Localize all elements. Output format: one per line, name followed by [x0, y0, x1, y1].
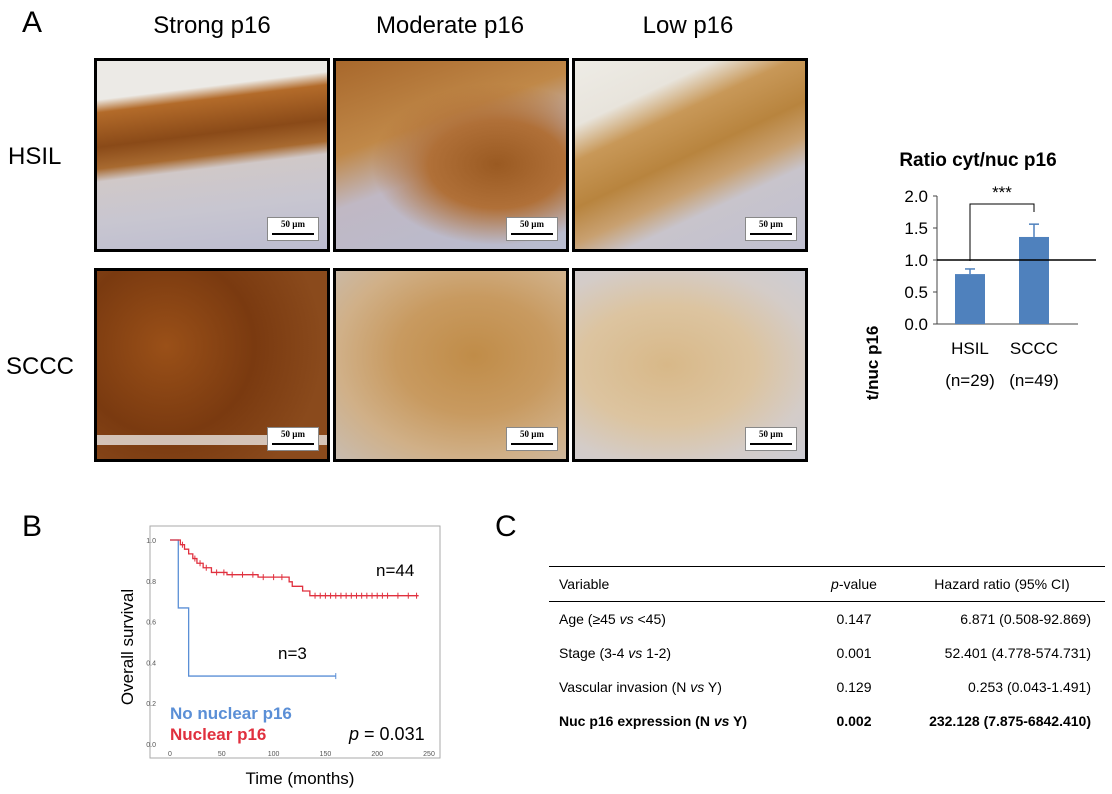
scale-bar: 50 µm: [267, 217, 319, 241]
scale-bar: 50 µm: [745, 217, 797, 241]
y-tick-label: 0.2: [146, 701, 156, 708]
category-label: SCCC: [1010, 339, 1058, 358]
header-p-value: p-value: [831, 576, 877, 592]
x-axis-label: Time (months): [246, 769, 355, 788]
scale-bar: 50 µm: [506, 217, 558, 241]
category-n-label: (n=49): [1009, 371, 1059, 390]
row-header-hsil: HSIL: [8, 143, 62, 170]
scale-bar: 50 µm: [267, 427, 319, 451]
column-header-moderate: Moderate p16: [375, 12, 525, 39]
table-row: Nuc p16 expression (N vs Y) 0.002 232.128 …: [549, 704, 1105, 738]
table-row: Stage (3-4 vs 1-2) 0.001 52.401 (4.778-574…: [549, 636, 1105, 670]
significance-bracket: [969, 203, 1035, 261]
cell-p-value: 0.129: [836, 679, 872, 695]
y-tick-label: 1.0: [146, 538, 156, 545]
bar: [1019, 236, 1049, 324]
micrograph-sccc-moderate: 50 µm: [333, 268, 569, 462]
scale-bar: 50 µm: [745, 427, 797, 451]
x-tick-label: 100: [268, 751, 280, 758]
ratio-bar-chart: Ratio cyt/nuc p16 Ratio cyt/nuc p16 0.0 0…: [863, 150, 1096, 400]
y-axis-label: Ratio cyt/nuc p16: [863, 326, 882, 400]
category-n-label: (n=29): [945, 371, 995, 390]
panel-label-c: C: [495, 510, 517, 543]
micrograph-hsil-low: 50 µm: [572, 58, 808, 252]
plot-frame: [149, 525, 441, 759]
table-row: Vascular invasion (N vs Y) 0.129 0.253 (0.…: [549, 670, 1105, 704]
y-tick-label: 0.5: [904, 283, 928, 302]
row-header-sccc: SCCC: [6, 353, 75, 380]
micrograph-sccc-strong: 50 µm: [94, 268, 330, 462]
header-variable: Variable: [559, 576, 610, 592]
y-tick-label: 0.8: [146, 579, 156, 586]
x-tick-label: 250: [423, 751, 435, 758]
survival-curve: [170, 539, 419, 597]
x-tick-label: 0: [168, 751, 172, 758]
cell-variable: Vascular invasion (N vs Y): [559, 679, 722, 695]
scale-bar: 50 µm: [506, 427, 558, 451]
legend-nuclear: Nuclear p16: [170, 725, 267, 744]
cell-hazard-ratio: 52.401 (4.778-574.731): [944, 645, 1091, 661]
legend-no-nuclear: No nuclear p16: [170, 704, 292, 723]
micrograph-hsil-moderate: 50 µm: [333, 58, 569, 252]
y-tick-label: 0.0: [146, 742, 156, 749]
table-header-row: Variable p-value Hazard ratio (95% CI): [549, 566, 1105, 602]
cell-variable: Nuc p16 expression (N vs Y): [559, 713, 748, 729]
micrograph-hsil-strong: 50 µm: [94, 58, 330, 252]
panel-label-a: A: [22, 6, 43, 39]
cell-p-value: 0.147: [836, 611, 872, 627]
cell-hazard-ratio: 6.871 (0.508-92.869): [960, 611, 1091, 627]
y-tick-label: 1.0: [904, 251, 928, 270]
column-header-low: Low p16: [642, 12, 734, 39]
y-axis-label: Overall survival: [118, 589, 137, 705]
cell-p-value: 0.001: [836, 645, 872, 661]
n-label-no-nuclear: n=3: [278, 644, 307, 663]
survival-plot: Overall survival Time (months) 0.0 0.2 0.4…: [118, 525, 441, 788]
cell-variable: Age (≥45 vs <45): [559, 611, 666, 627]
x-tick-label: 200: [371, 751, 383, 758]
bar: [955, 274, 985, 324]
cell-hazard-ratio: 232.128 (7.875-6842.410): [929, 713, 1091, 729]
x-tick-label: 150: [320, 751, 332, 758]
x-tick-label: 50: [218, 751, 226, 758]
p-value-annotation: p = 0.031: [349, 724, 425, 744]
table-row: Age (≥45 vs <45) 0.147 6.871 (0.508-92.869…: [549, 602, 1105, 637]
chart-title: Ratio cyt/nuc p16: [899, 150, 1056, 171]
y-tick-label: 1.5: [904, 219, 928, 238]
cell-variable: Stage (3-4 vs 1-2): [559, 645, 672, 661]
cell-p-value: 0.002: [836, 713, 872, 729]
significance-stars: ***: [992, 183, 1012, 202]
y-tick-label: 2.0: [904, 187, 928, 206]
y-tick-label: 0.0: [904, 315, 928, 334]
panel-label-b: B: [22, 510, 43, 543]
n-label-nuclear: n=44: [376, 561, 414, 580]
y-tick-label: 0.6: [146, 620, 156, 627]
header-hazard-ratio: Hazard ratio (95% CI): [934, 576, 1070, 592]
cox-table: Variable p-value Hazard ratio (95% CI) A…: [549, 566, 1105, 738]
category-label: HSIL: [951, 339, 989, 358]
y-tick-label: 0.4: [146, 660, 156, 667]
cell-hazard-ratio: 0.253 (0.043-1.491): [968, 679, 1091, 695]
micrograph-sccc-low: 50 µm: [572, 268, 808, 462]
column-header-strong: Strong p16: [153, 12, 271, 39]
